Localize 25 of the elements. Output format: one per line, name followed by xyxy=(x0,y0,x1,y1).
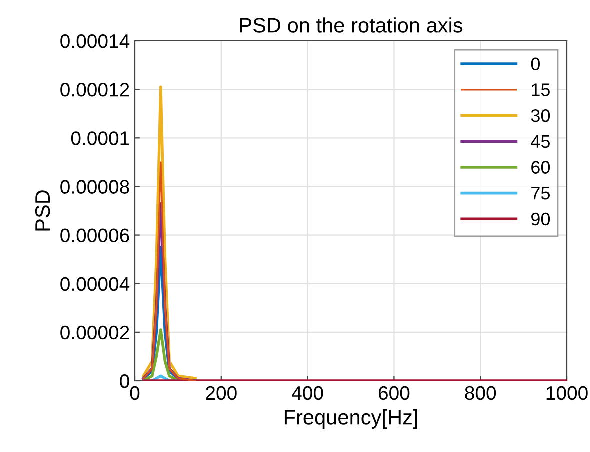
legend-label: 45 xyxy=(531,135,550,148)
y-tick-label: 0 xyxy=(120,374,130,388)
y-tick-label: 0.00014 xyxy=(60,34,130,48)
y-tick-label: 0.00012 xyxy=(60,83,130,97)
y-tick-label: 0.00006 xyxy=(60,228,130,243)
chart-title: PSD on the rotation axis xyxy=(240,18,463,33)
line-series xyxy=(142,162,196,381)
x-tick-label: 600 xyxy=(378,386,410,400)
x-tick-label: 1000 xyxy=(546,386,588,400)
y-tick-label: 0.00008 xyxy=(60,180,130,194)
y-tick-label: 0.00002 xyxy=(60,326,130,340)
x-tick-label: 0 xyxy=(130,386,140,400)
legend-label: 60 xyxy=(532,161,550,174)
legend-label: 30 xyxy=(531,109,550,122)
legend-label: 75 xyxy=(532,187,550,200)
x-tick-label: 800 xyxy=(465,386,496,400)
y-axis-title: PSD xyxy=(35,190,50,231)
x-tick-label: 400 xyxy=(292,386,324,400)
legend-label: 0 xyxy=(531,58,540,71)
legend-label: 15 xyxy=(532,84,550,96)
y-tick-label: 0.0001 xyxy=(71,132,130,146)
x-axis-title: Frequency[Hz] xyxy=(284,410,418,429)
y-tick-label: 0.00004 xyxy=(60,277,130,292)
legend-label: 90 xyxy=(532,212,550,226)
x-tick-label: 200 xyxy=(206,386,237,400)
